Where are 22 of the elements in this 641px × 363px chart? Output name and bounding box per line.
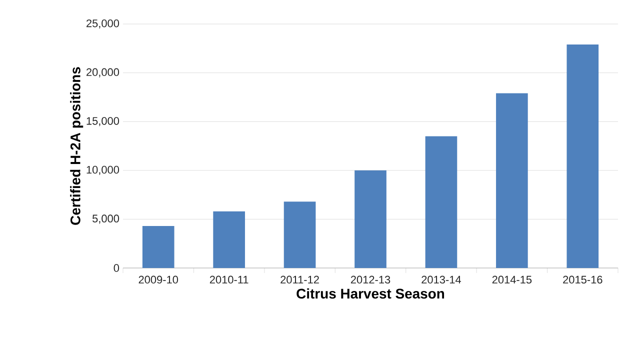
y-tick-label: 5,000 <box>92 214 120 224</box>
bar <box>354 170 386 268</box>
bar <box>425 136 458 268</box>
x-tick-label: 2015-16 <box>563 276 602 284</box>
bar <box>213 211 245 268</box>
bar <box>566 44 599 268</box>
x-tick-label: 2009-10 <box>138 276 178 284</box>
y-tick-label: 10,000 <box>86 166 120 175</box>
bar <box>496 93 528 268</box>
x-tick-label: 2010-11 <box>210 276 248 284</box>
y-axis-title: Certified H-2A positions <box>70 67 84 225</box>
y-tick-label: 25,000 <box>86 19 120 29</box>
y-tick-label: 20,000 <box>86 68 120 78</box>
x-axis-title: Citrus Harvest Season <box>296 288 444 299</box>
y-tick-label: 0 <box>114 264 120 272</box>
y-tick-label: 15,000 <box>86 117 120 126</box>
bar <box>284 202 316 268</box>
x-tick-label: 2014-15 <box>492 276 532 284</box>
bar <box>142 226 174 268</box>
x-tick-label: 2011-12 <box>280 276 319 284</box>
x-tick-label: 2013-14 <box>422 276 461 284</box>
x-tick-label: 2012-13 <box>350 276 390 284</box>
